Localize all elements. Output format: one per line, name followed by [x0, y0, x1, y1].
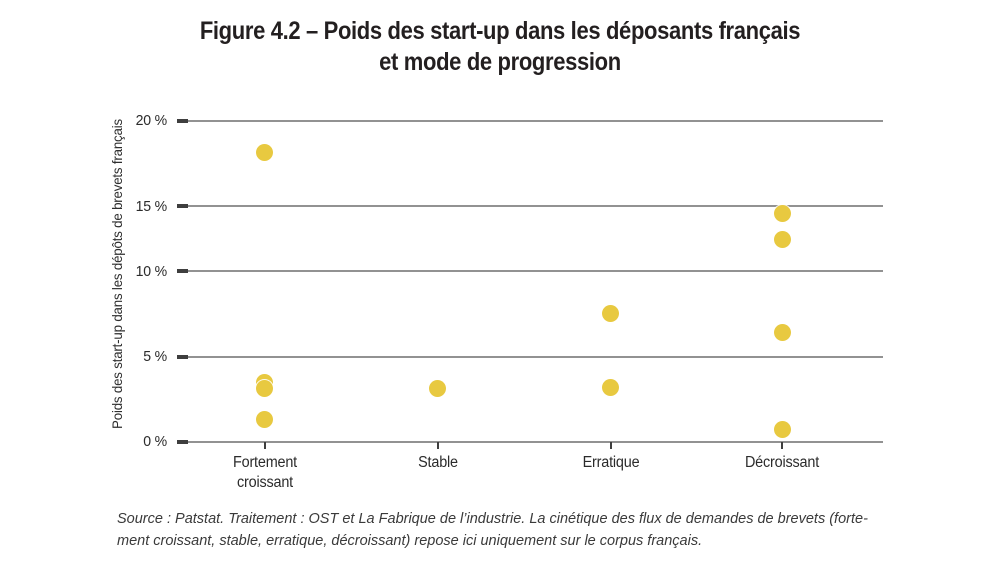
source-note-line2: ment croissant, stable, erratique, décro… — [117, 533, 703, 549]
data-point — [602, 305, 619, 323]
chart-title-line1: Figure 4.2 – Poids des start-up dans les… — [199, 17, 801, 45]
x-category-label-line: croissant — [236, 474, 293, 491]
x-category-label-line: Stable — [417, 454, 458, 471]
source-note: Source : Patstat. Traitement : OST et La… — [117, 508, 917, 552]
gridline-15pct — [177, 204, 883, 208]
gridline-10pct — [177, 269, 883, 273]
y-axis-tick — [177, 269, 188, 273]
data-point — [773, 231, 791, 249]
gridline-0pct — [177, 439, 883, 444]
chart-title-line2: et mode de progression — [379, 48, 621, 76]
y-tick-label: 10 % — [135, 262, 168, 280]
source-note-line1: Source : Patstat. Traitement : OST et La… — [117, 511, 868, 527]
x-category-label-line: Décroissant — [744, 454, 820, 471]
y-axis-tick — [177, 354, 188, 359]
gridline-5pct — [177, 354, 883, 359]
x-category-label-line: Erratique — [582, 454, 639, 471]
x-axis-tick — [263, 441, 266, 449]
data-point — [602, 378, 619, 396]
x-axis-tick — [781, 441, 783, 449]
chart-title: Figure 4.2 – Poids des start-up dans les… — [60, 16, 940, 78]
y-tick-label: 15 % — [135, 197, 168, 215]
x-axis-tick — [609, 441, 612, 449]
x-category-label-2: Stable — [372, 453, 502, 473]
x-axis-tick — [436, 441, 439, 449]
y-tick-label: 0 % — [143, 433, 167, 450]
x-category-label-4: Décroissant — [717, 453, 847, 473]
x-category-label-line: Fortement — [232, 454, 297, 471]
x-category-label-1: Fortement croissant — [199, 453, 329, 493]
x-category-label-3: Erratique — [545, 453, 675, 473]
y-axis-tick — [177, 204, 188, 208]
data-point — [429, 380, 446, 398]
y-tick-label: 5 % — [143, 348, 167, 365]
y-axis-tick — [177, 118, 188, 123]
data-point — [256, 410, 273, 428]
y-axis-tick — [177, 439, 188, 444]
y-tick-label: 20 % — [135, 112, 168, 129]
data-point — [256, 144, 273, 162]
data-point — [773, 205, 791, 223]
gridline-20pct — [177, 118, 883, 123]
data-point — [256, 380, 273, 398]
data-point — [773, 324, 791, 342]
data-point — [773, 421, 791, 439]
